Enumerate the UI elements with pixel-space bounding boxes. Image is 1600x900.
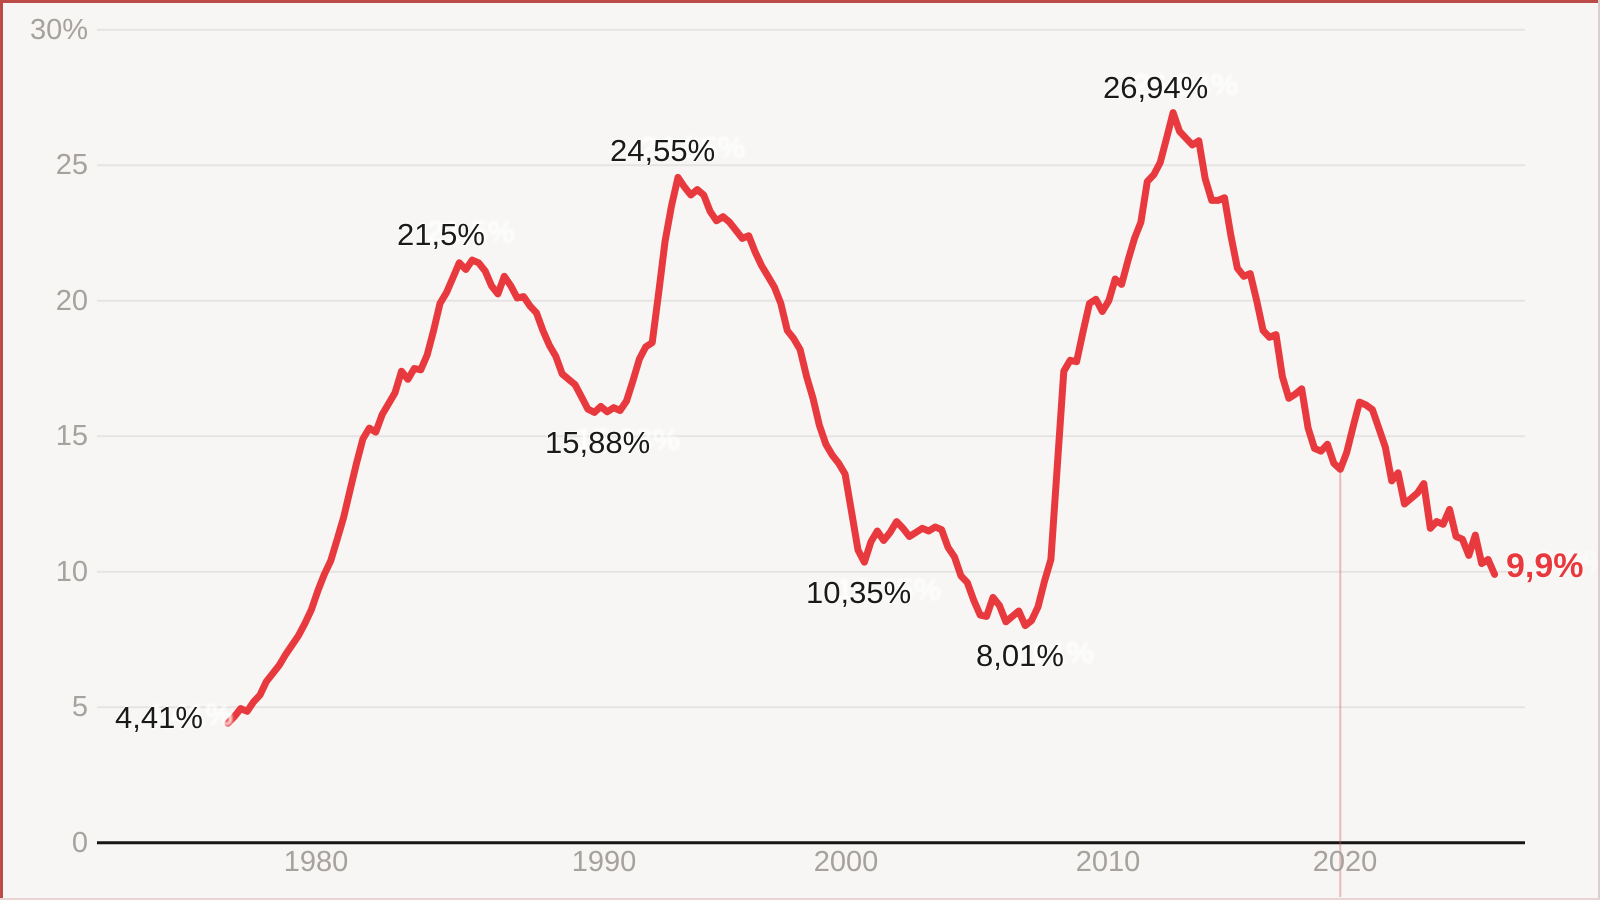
value-annotation-215: 21,5% 21,5%: [397, 215, 515, 252]
y-tick-label-0: 0: [71, 826, 88, 859]
annotation-text: 4,41%: [115, 700, 203, 735]
border-left-edge: [0, 0, 3, 900]
x-tick-label-1980: 1980: [283, 846, 349, 878]
value-annotation-2694: 26,94% 26,94%: [1103, 68, 1238, 105]
annotation-text: 8,01%: [976, 638, 1064, 673]
y-tick-label-25: 25: [55, 149, 88, 182]
annotation-text: 26,94%: [1103, 70, 1209, 105]
value-annotation-1588: 15,88% 15,88%: [545, 423, 680, 460]
y-tick-label-20: 20: [55, 284, 88, 317]
border-right-edge: [1598, 0, 1600, 900]
x-tick-label-2000: 2000: [813, 846, 879, 878]
annotation-ghost: 8,01%: [1006, 635, 1094, 670]
annotation-ghost: 21,5%: [427, 214, 515, 249]
annotation-text: 24,55%: [610, 133, 716, 168]
value-annotation-1035: 10,35% 10,35%: [806, 573, 941, 610]
x-tick-label-2020: 2020: [1312, 846, 1378, 878]
annotation-ghost: 4,41%: [145, 697, 233, 732]
value-annotation-2455: 24,55% 24,55%: [610, 131, 745, 168]
value-annotation-99: 9,9%9,9%: [1506, 546, 1600, 585]
y-tick-label-15: 15: [55, 420, 88, 453]
trend-line: [224, 109, 1499, 727]
annotation-ghost: 24,55%: [640, 130, 746, 165]
value-annotation-801: 8,01% 8,01%: [976, 636, 1094, 673]
annotation-ghost: 26,94%: [1133, 67, 1239, 102]
border-bottom-edge: [0, 898, 1600, 900]
y-tick-label-10: 10: [55, 555, 88, 588]
y-tick-label-30: 30%: [29, 13, 88, 46]
border-top-edge: [0, 0, 1600, 3]
annotation-text: 21,5%: [397, 217, 485, 252]
annotation-text: 9,9%: [1506, 547, 1584, 585]
x-tick-label-1990: 1990: [571, 846, 637, 878]
annotation-ghost: 10,35%: [836, 572, 942, 607]
annotation-text: 10,35%: [806, 575, 912, 610]
annotation-text: 15,88%: [545, 425, 651, 460]
annotation-ghost: 15,88%: [575, 422, 681, 457]
y-tick-label-5: 5: [71, 691, 88, 724]
annotation-ghost: 9,9%: [1536, 544, 1600, 582]
x-tick-label-2010: 2010: [1075, 846, 1141, 878]
value-annotation-441: 4,41% 4,41%: [115, 698, 233, 735]
